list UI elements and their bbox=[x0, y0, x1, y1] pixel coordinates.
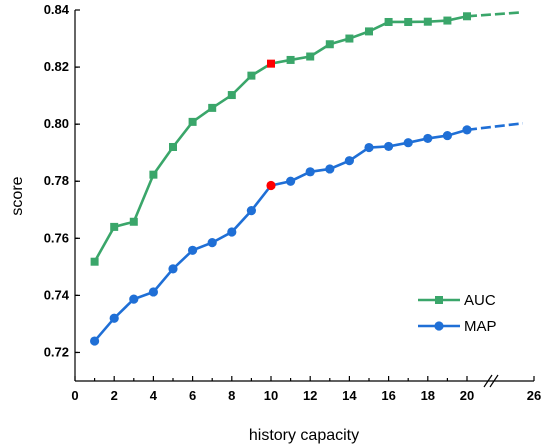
series-line bbox=[93, 128, 468, 342]
data-point bbox=[168, 264, 178, 274]
x-tick-label: 10 bbox=[264, 388, 278, 403]
y-tick-label: 0.76 bbox=[44, 230, 69, 245]
data-point bbox=[266, 180, 276, 191]
data-point bbox=[344, 156, 354, 166]
x-tick-label: 12 bbox=[303, 388, 317, 403]
data-point bbox=[188, 245, 198, 255]
data-point bbox=[247, 71, 256, 80]
legend-label: AUC bbox=[464, 292, 496, 309]
y-tick-label: 0.84 bbox=[44, 2, 70, 17]
x-tick-label: 6 bbox=[189, 388, 196, 403]
x-tick-label: 18 bbox=[421, 388, 435, 403]
data-point bbox=[423, 133, 433, 144]
data-point bbox=[148, 287, 158, 297]
data-point bbox=[364, 142, 374, 153]
data-point bbox=[442, 130, 452, 141]
legend-marker bbox=[435, 296, 443, 304]
data-point bbox=[463, 12, 471, 21]
series-line bbox=[93, 15, 468, 263]
data-point bbox=[305, 167, 315, 177]
data-point bbox=[384, 141, 394, 152]
y-tick-label: 0.78 bbox=[44, 173, 69, 188]
data-point bbox=[188, 117, 197, 126]
data-point bbox=[207, 237, 217, 248]
data-point bbox=[286, 55, 295, 64]
data-point bbox=[149, 170, 158, 179]
data-point bbox=[129, 217, 138, 226]
x-axis-break-mark-right bbox=[489, 374, 499, 388]
data-point bbox=[129, 294, 139, 304]
legend-marker bbox=[434, 321, 444, 331]
x-tick-label: 8 bbox=[228, 388, 235, 403]
data-point bbox=[208, 103, 217, 112]
x-tick-label: 2 bbox=[111, 388, 118, 403]
data-point bbox=[462, 125, 472, 135]
x-tick-label: 26 bbox=[527, 388, 541, 403]
x-axis-break-mark-left bbox=[483, 374, 493, 388]
data-point bbox=[384, 17, 393, 26]
y-tick-label: 0.72 bbox=[44, 344, 69, 359]
series-auc bbox=[90, 10, 523, 266]
y-tick-label: 0.82 bbox=[44, 59, 69, 74]
x-ticks: 0 2 4 6 8 10 12 14 16 18 20 26 bbox=[71, 376, 541, 403]
data-point bbox=[90, 336, 100, 346]
data-point bbox=[325, 40, 334, 49]
series-line-break bbox=[466, 10, 523, 18]
data-point bbox=[246, 206, 256, 216]
data-point bbox=[90, 257, 99, 266]
data-point bbox=[325, 164, 335, 174]
x-axis-title: history capacity bbox=[249, 427, 359, 444]
y-tick-label: 0.74 bbox=[44, 287, 70, 302]
data-point bbox=[109, 313, 119, 323]
data-point bbox=[345, 34, 354, 43]
legend-label: MAP bbox=[464, 318, 497, 335]
y-axis-title: score bbox=[9, 176, 26, 215]
data-point bbox=[227, 227, 237, 237]
data-point bbox=[169, 142, 177, 151]
data-point bbox=[443, 16, 452, 25]
x-tick-label: 16 bbox=[381, 388, 395, 403]
axes bbox=[74, 10, 534, 388]
data-point bbox=[227, 91, 236, 100]
y-tick-label: 0.80 bbox=[44, 116, 69, 131]
series-line-break bbox=[466, 122, 523, 132]
x-tick-label: 20 bbox=[460, 388, 474, 403]
data-point bbox=[403, 138, 413, 148]
data-point bbox=[365, 27, 373, 36]
series-map bbox=[90, 122, 523, 346]
data-point bbox=[110, 222, 119, 231]
data-point bbox=[404, 17, 413, 26]
x-tick-label: 4 bbox=[150, 388, 158, 403]
series-layer bbox=[90, 10, 523, 346]
legend: AUC MAP bbox=[418, 292, 497, 335]
data-point bbox=[267, 59, 275, 68]
x-tick-label: 14 bbox=[342, 388, 357, 403]
x-tick-label: 0 bbox=[71, 388, 78, 403]
data-point bbox=[423, 17, 432, 26]
y-ticks: 0.72 0.74 0.76 0.78 0.80 0.82 0.84 bbox=[44, 2, 80, 359]
data-point bbox=[306, 52, 315, 61]
data-point bbox=[286, 176, 296, 186]
